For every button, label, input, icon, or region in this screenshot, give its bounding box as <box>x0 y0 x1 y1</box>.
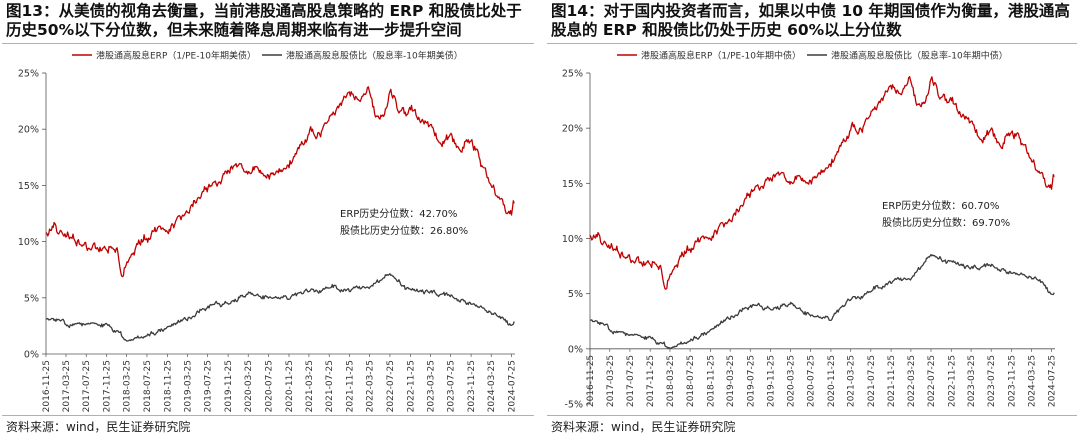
fig14-x-tick-label: 2019-11-25 <box>767 355 777 407</box>
figure-13-bottom-rule <box>2 415 534 416</box>
fig13-x-tick-label: 2023-03-25 <box>426 360 436 412</box>
fig13-x-tick-label: 2024-07-25 <box>508 360 518 412</box>
fig13-x-tick-label: 2017-11-25 <box>103 360 113 412</box>
fig13-x-tick-label: 2016-11-25 <box>42 360 52 412</box>
figure-13-chart: 港股通高股息ERP（1/PE-10年期美债） 港股通高股息股债比（股息率-10年期… <box>18 50 518 413</box>
fig14-y-tick-label: 20% <box>562 124 583 135</box>
fig13-x-tick-label: 2020-11-25 <box>285 360 295 412</box>
fig14-x-tick-label: 2017-07-25 <box>626 355 636 407</box>
figure-13-top-rule <box>2 43 534 44</box>
fig14-x-tick-label: 2019-03-25 <box>726 355 736 407</box>
fig14-y-tick-label: 0% <box>568 344 583 355</box>
fig14-x-tick-label: 2023-03-25 <box>967 355 977 407</box>
fig14-series-line-dividend <box>590 253 1055 349</box>
fig13-y-tick-label: 20% <box>18 125 39 136</box>
fig14-x-tick-label: 2018-11-25 <box>706 355 716 407</box>
fig14-x-tick-label: 2022-07-25 <box>927 355 937 407</box>
fig13-x-tick-label: 2023-11-25 <box>467 360 477 412</box>
fig14-x-tick-label: 2017-11-25 <box>646 355 656 407</box>
fig14-legend-label-1: 港股通高股息ERP（1/PE-10年期中债） <box>641 50 801 62</box>
figure-14-chart: 港股通高股息ERP（1/PE-10年期中债） 港股通高股息股债比（股息率-10年期… <box>562 50 1058 411</box>
fig13-series-line-dividend <box>45 273 515 342</box>
fig13-y-tick-label: 5% <box>24 293 39 304</box>
fig13-legend-label-1: 港股通高股息ERP（1/PE-10年期美债） <box>96 50 256 62</box>
figure-14-top-rule <box>547 43 1077 44</box>
fig13-x-tick-label: 2023-07-25 <box>447 360 457 412</box>
fig13-x-tick-label: 2019-07-25 <box>204 360 214 412</box>
fig13-series-line-erp <box>45 86 515 278</box>
fig14-x-tick-label: 2019-07-25 <box>746 355 756 407</box>
figure-13-source: 资料来源：wind，民生证券研究院 <box>6 420 191 434</box>
fig14-x-tick-label: 2017-03-25 <box>606 355 616 407</box>
fig14-x-tick-label: 2020-07-25 <box>807 355 817 407</box>
fig13-x-tick-label: 2022-03-25 <box>366 360 376 412</box>
fig14-x-tick-label: 2018-07-25 <box>686 355 696 407</box>
fig14-annotation-1: ERP历史分位数：60.70% <box>882 199 999 212</box>
fig14-x-tick-label: 2020-03-25 <box>787 355 797 407</box>
figure-14-bottom-rule <box>547 415 1077 416</box>
fig14-x-tick-label: 2022-03-25 <box>907 355 917 407</box>
fig13-x-tick-label: 2020-07-25 <box>265 360 275 412</box>
fig13-x-tick-label: 2021-11-25 <box>346 360 356 412</box>
fig13-annotation-2: 股债比历史分位数：26.80% <box>340 224 468 237</box>
fig14-x-tick-label: 2021-03-25 <box>847 355 857 407</box>
figure-13-title: 图13：从美债的视角去衡量，当前港股通高股息策略的 ERP 和股债比处于历史50… <box>6 2 522 39</box>
fig13-x-tick-label: 2018-11-25 <box>163 360 173 412</box>
fig13-x-tick-label: 2019-11-25 <box>224 360 234 412</box>
figure-14-title: 图14：对于国内投资者而言，如果以中债 10 年期国债作为衡量，港股通高股息的 … <box>551 2 1070 39</box>
fig13-y-tick-label: 15% <box>18 181 39 192</box>
fig13-annotation-1: ERP历史分位数：42.70% <box>340 207 457 220</box>
fig13-y-tick-label: 0% <box>24 350 39 361</box>
fig13-x-tick-label: 2017-03-25 <box>62 360 72 412</box>
fig14-y-tick-label: 10% <box>562 234 583 245</box>
fig14-x-tick-label: 2021-11-25 <box>887 355 897 407</box>
fig13-x-tick-label: 2019-03-25 <box>183 360 193 412</box>
figure-14-panel: 图14：对于国内投资者而言，如果以中债 10 年期国债作为衡量，港股通高股息的 … <box>545 0 1080 439</box>
fig14-series-line-erp <box>589 75 1055 290</box>
fig13-x-tick-label: 2018-07-25 <box>143 360 153 412</box>
fig14-x-tick-label: 2021-07-25 <box>867 355 877 407</box>
fig14-y-tick-label: -5% <box>565 400 584 411</box>
fig13-x-tick-label: 2020-03-25 <box>244 360 254 412</box>
fig14-x-tick-label: 2024-07-25 <box>1048 355 1058 407</box>
fig14-annotation-2: 股债比历史分位数：69.70% <box>882 216 1010 229</box>
fig14-x-tick-label: 2023-11-25 <box>1007 355 1017 407</box>
fig13-x-tick-label: 2017-07-25 <box>82 360 92 412</box>
fig13-x-tick-label: 2022-11-25 <box>406 360 416 412</box>
fig14-x-tick-label: 2023-07-25 <box>987 355 997 407</box>
fig13-x-tick-label: 2024-03-25 <box>487 360 497 412</box>
fig14-x-tick-label: 2018-03-25 <box>666 355 676 407</box>
figure-13-panel: 图13：从美债的视角去衡量，当前港股通高股息策略的 ERP 和股债比处于历史50… <box>2 2 534 434</box>
fig14-x-tick-label: 2022-11-25 <box>947 355 957 407</box>
fig13-legend-label-2: 港股通高股息股债比（股息率-10年期美债） <box>286 50 463 62</box>
fig14-y-tick-label: 5% <box>568 289 583 300</box>
fig13-x-tick-label: 2022-07-25 <box>386 360 396 412</box>
fig13-x-tick-label: 2018-03-25 <box>123 360 133 412</box>
fig14-x-tick-label: 2020-11-25 <box>827 355 837 407</box>
fig13-y-tick-label: 10% <box>18 237 39 248</box>
fig14-x-tick-label: 2016-11-25 <box>586 355 596 407</box>
fig14-y-tick-label: 25% <box>562 69 583 80</box>
figure-14-source: 资料来源：wind，民生证券研究院 <box>551 420 736 434</box>
fig13-y-tick-label: 25% <box>18 69 39 80</box>
fig13-x-tick-label: 2021-03-25 <box>305 360 315 412</box>
fig13-x-tick-label: 2021-07-25 <box>325 360 335 412</box>
fig14-legend-label-2: 港股通高股息股债比（股息率-10年期中债） <box>831 50 1008 62</box>
fig14-x-tick-label: 2024-03-25 <box>1027 355 1037 407</box>
fig14-y-tick-label: 15% <box>562 179 583 190</box>
